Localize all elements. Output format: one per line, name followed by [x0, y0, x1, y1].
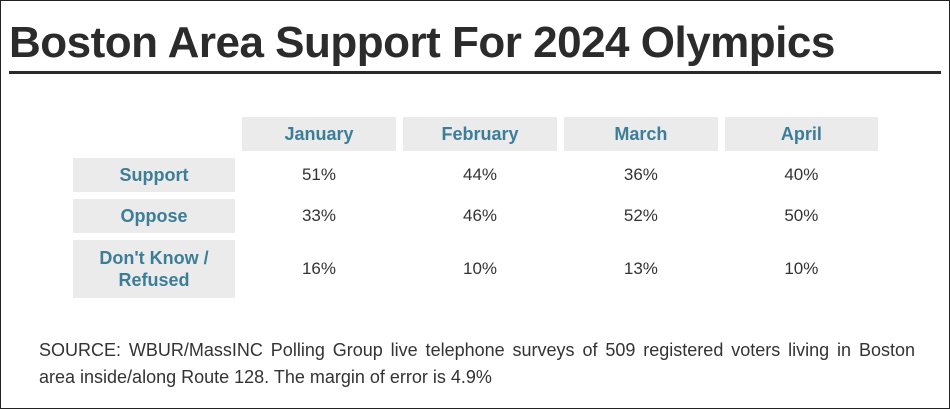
cell-dont-know-january: 16%	[301, 259, 336, 278]
row-header-oppose: Oppose	[73, 199, 235, 233]
column-header-april: April	[724, 117, 878, 151]
cell-dont-know-april: 10%	[784, 259, 819, 278]
cell-support-january: 51%	[301, 165, 336, 184]
cell-dont-know-march: 13%	[623, 259, 658, 278]
header-row: January February March April	[73, 117, 878, 151]
corner-cell	[73, 117, 235, 151]
cell-support-march: 36%	[623, 165, 658, 184]
table-row-dont-know: Don't Know / Refused 16% 10% 13% 10%	[73, 240, 878, 298]
row-header-dont-know: Don't Know / Refused	[73, 240, 235, 298]
table-row-support: Support 51% 44% 36% 40%	[73, 158, 878, 192]
title-underline	[9, 71, 941, 74]
table-row-oppose: Oppose 33% 46% 52% 50%	[73, 199, 878, 233]
row-header-dont-know-line-1: Don't Know /	[99, 248, 209, 268]
cell-oppose-april: 50%	[784, 206, 819, 225]
column-header-january: January	[242, 117, 396, 151]
cell-dont-know-february: 10%	[463, 259, 498, 278]
cell-oppose-march: 52%	[623, 206, 658, 225]
cell-oppose-january: 33%	[301, 206, 336, 225]
cell-support-february: 44%	[463, 165, 498, 184]
chart-title: Boston Area Support For 2024 Olympics	[9, 18, 835, 67]
row-header-dont-know-line-2: Refused	[118, 270, 190, 290]
source-note: SOURCE: WBUR/MassINC Polling Group live …	[39, 340, 915, 387]
cell-oppose-february: 46%	[463, 206, 498, 225]
column-header-march: March	[564, 117, 718, 151]
poll-table: January February March April Support 51%…	[66, 110, 885, 305]
column-header-february: February	[402, 117, 558, 151]
row-header-support: Support	[73, 158, 235, 192]
poll-table-container: January February March April Support 51%…	[73, 110, 885, 305]
cell-support-april: 40%	[784, 165, 819, 184]
